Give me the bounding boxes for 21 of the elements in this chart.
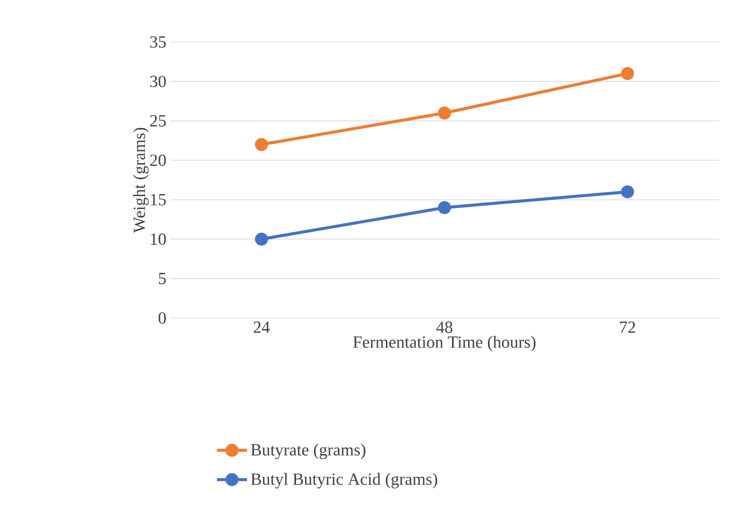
x-tick-label: 72 xyxy=(620,322,636,333)
y-tick-label: 25 xyxy=(150,115,166,127)
y-tick-label: 0 xyxy=(158,312,166,324)
x-tick-label: 24 xyxy=(254,322,270,333)
y-axis-title: Weight (grams) xyxy=(133,128,149,233)
y-tick-label: 10 xyxy=(150,233,166,245)
point xyxy=(255,138,268,152)
y-tick-label: 30 xyxy=(150,76,166,88)
y-tick-label: 35 xyxy=(150,36,166,48)
y-tick-label: 15 xyxy=(150,194,166,206)
y-tick-label: 5 xyxy=(158,272,166,284)
point xyxy=(438,106,452,120)
point xyxy=(621,185,634,198)
point xyxy=(438,201,452,214)
legend-label: Butyrate (grams) xyxy=(250,444,366,460)
x-axis-title: Fermentation Time (hours) xyxy=(353,336,536,352)
x-tick-label: 48 xyxy=(436,322,452,334)
point xyxy=(255,232,268,246)
legend-label: Butyl Butyric Acid (grams) xyxy=(250,472,438,488)
point xyxy=(621,67,634,80)
y-tick-label: 20 xyxy=(150,154,166,166)
